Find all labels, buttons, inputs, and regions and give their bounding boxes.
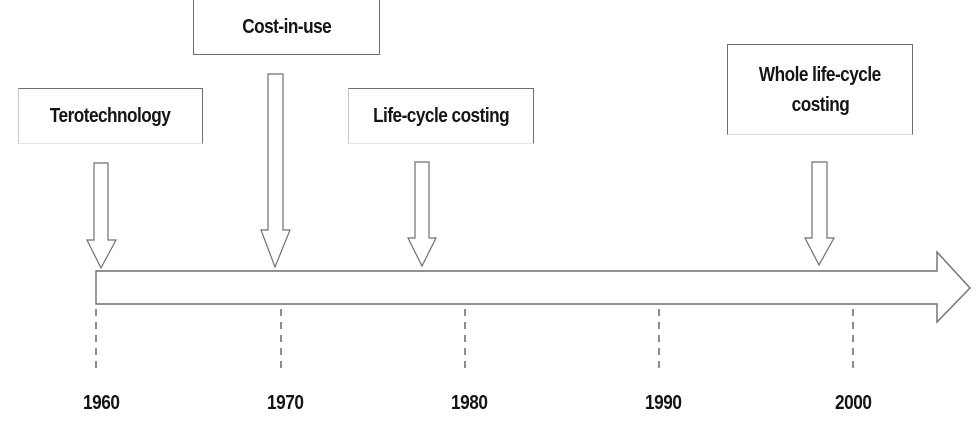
event-box-life-cycle-costing: Life-cycle costing xyxy=(348,88,534,144)
event-label: Cost-in-use xyxy=(242,16,331,38)
down-arrow-terotechnology xyxy=(86,162,118,270)
down-arrow-life-cycle-costing xyxy=(407,161,437,268)
down-arrow-cost-in-use xyxy=(260,73,291,269)
event-label: Terotechnology xyxy=(50,105,171,127)
event-box-terotechnology: Terotechnology xyxy=(18,88,203,144)
year-label-2000: 2000 xyxy=(834,392,872,414)
event-box-cost-in-use: Cost-in-use xyxy=(193,0,380,55)
event-label-line-2: costing xyxy=(791,93,849,116)
year-label-1960: 1960 xyxy=(82,392,120,414)
event-box-whole-life-cycle-costing: Whole life-cycle costing xyxy=(727,44,913,135)
event-label-line-1: Whole life-cycle xyxy=(759,63,881,86)
year-label-1990: 1990 xyxy=(644,392,682,414)
event-label: Life-cycle costing xyxy=(372,105,510,127)
year-label-1980: 1980 xyxy=(450,392,488,414)
year-label-1970: 1970 xyxy=(266,392,304,414)
timeline-arrow xyxy=(95,250,971,324)
down-arrow-whole-life-cycle-costing xyxy=(804,161,836,267)
